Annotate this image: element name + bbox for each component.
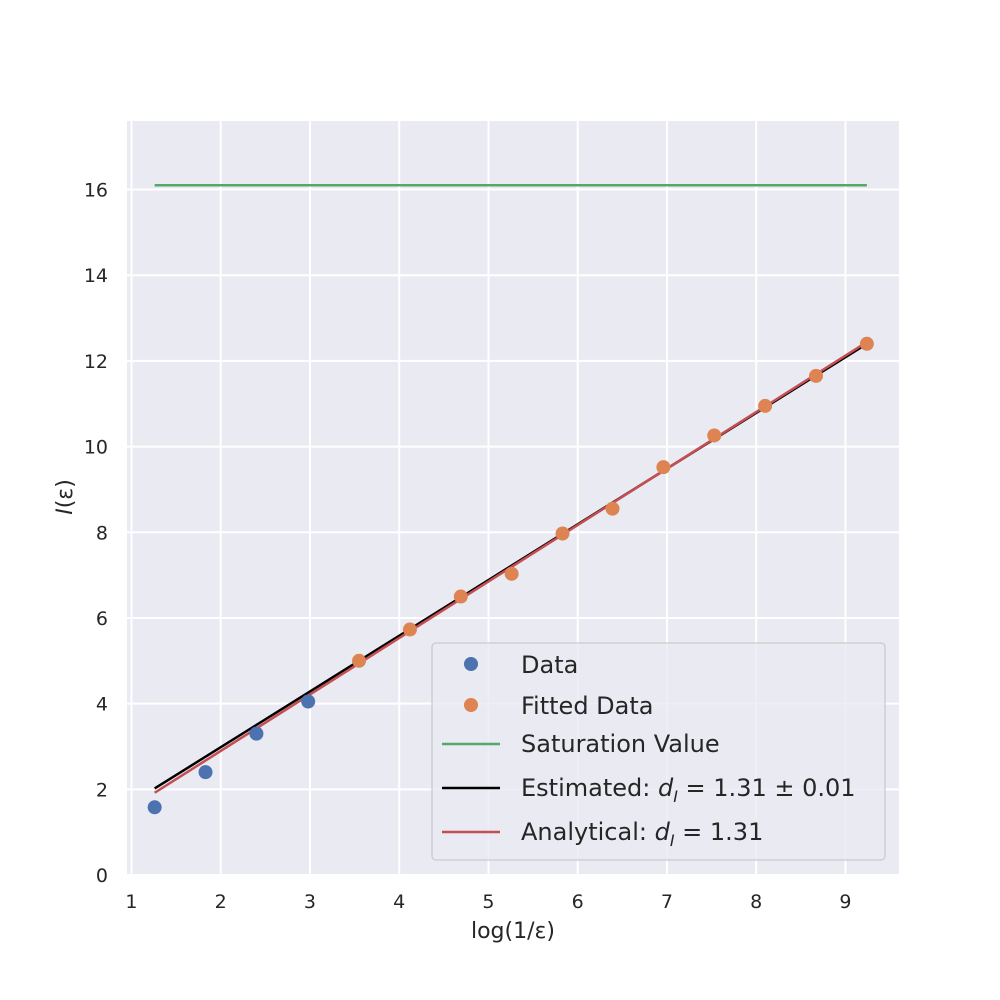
data-point <box>504 566 519 581</box>
data-point <box>453 589 468 604</box>
x-axis-label: log(1/ε) <box>471 919 555 944</box>
x-tick-label: 4 <box>393 891 405 913</box>
legend-frame <box>431 642 886 861</box>
data-point <box>249 726 264 741</box>
data-point <box>198 765 213 780</box>
legend-marker-fitted <box>464 698 478 712</box>
y-tick-label: 12 <box>84 351 108 373</box>
data-point <box>859 336 874 351</box>
legend-label-analytical: Analytical: dI = 1.31 <box>521 818 763 850</box>
y-tick-label: 6 <box>96 608 108 630</box>
x-tick-label: 2 <box>215 891 227 913</box>
legend-label-fitted: Fitted Data <box>521 692 653 720</box>
y-tick-label: 2 <box>96 779 108 801</box>
data-point <box>301 694 316 709</box>
y-axis-label-symbol: I <box>53 508 78 515</box>
data-point <box>352 653 367 668</box>
data-point <box>656 460 671 475</box>
y-tick-label: 14 <box>84 265 108 287</box>
y-tick-label: 4 <box>96 694 108 716</box>
y-axis-label-arg: (ε) <box>53 479 78 508</box>
data-point <box>758 398 773 413</box>
data-point <box>147 800 162 815</box>
x-tick-label: 5 <box>482 891 494 913</box>
data-point <box>707 428 722 443</box>
x-tick-label: 7 <box>661 891 673 913</box>
legend-marker-data <box>464 657 478 671</box>
y-tick-label: 0 <box>96 865 108 887</box>
y-tick-label: 10 <box>84 437 108 459</box>
x-tick-label: 9 <box>839 891 851 913</box>
x-tick-label: 6 <box>572 891 584 913</box>
legend-label-estimated: Estimated: dI = 1.31 ± 0.01 <box>521 774 856 806</box>
y-tick-label: 16 <box>84 180 108 202</box>
series-layer <box>147 184 874 815</box>
data-point <box>555 526 570 541</box>
data-point <box>402 622 417 637</box>
data-point <box>605 501 620 516</box>
legend: Data Fitted Data Saturation Value Estima… <box>431 642 886 861</box>
y-axis-label: I(ε) <box>53 479 78 515</box>
x-tick-label: 3 <box>304 891 316 913</box>
legend-label-data: Data <box>521 651 578 679</box>
x-tick-label: 1 <box>125 891 137 913</box>
data-point <box>808 368 823 383</box>
y-tick-label: 8 <box>96 522 108 544</box>
x-tick-label: 8 <box>750 891 762 913</box>
legend-label-saturation: Saturation Value <box>521 730 720 758</box>
